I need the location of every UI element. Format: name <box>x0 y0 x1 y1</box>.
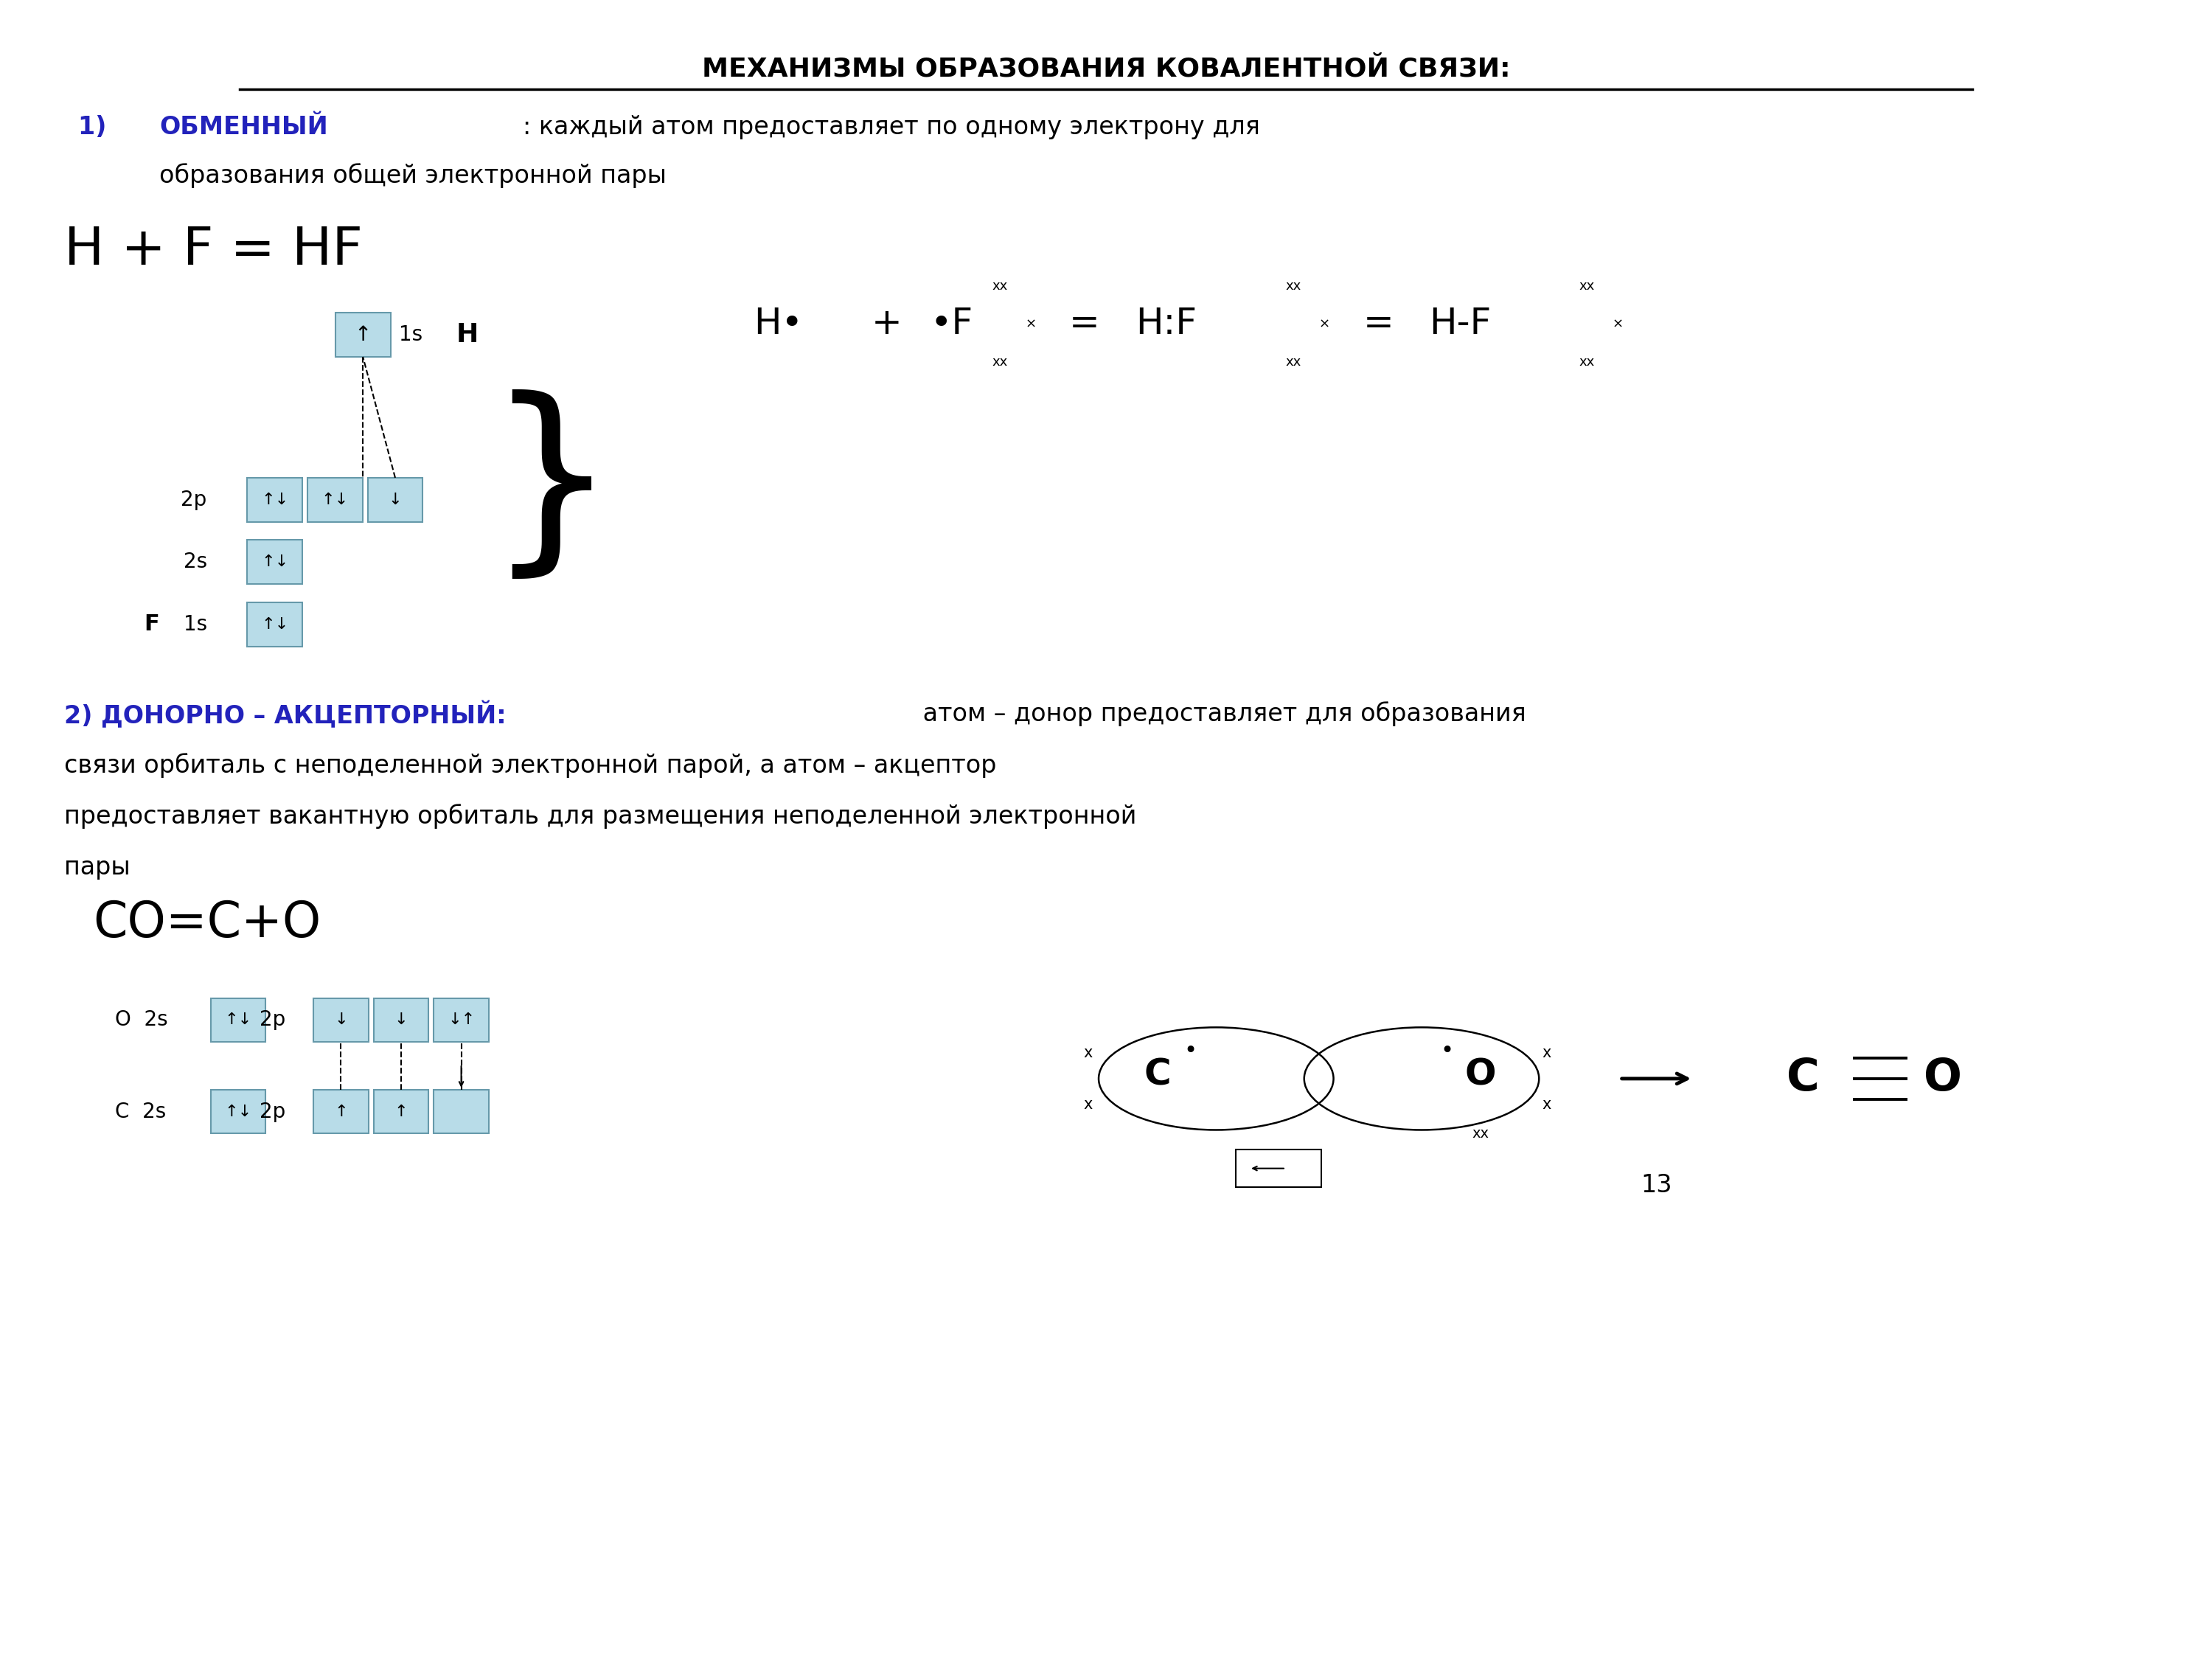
Text: x: x <box>1542 1097 1551 1112</box>
Text: x: x <box>1542 1045 1551 1060</box>
Text: : каждый атом предоставляет по одному электрону для: : каждый атом предоставляет по одному эл… <box>522 114 1261 139</box>
Text: H:F: H:F <box>1135 307 1197 342</box>
Text: xx: xx <box>1471 1126 1489 1141</box>
FancyBboxPatch shape <box>336 314 392 357</box>
Text: ↓: ↓ <box>334 1012 347 1027</box>
Text: 2p: 2p <box>181 489 208 509</box>
Text: F: F <box>144 614 159 635</box>
Text: ×: × <box>1613 317 1624 330</box>
Text: МЕХАНИЗМЫ ОБРАЗОВАНИЯ КОВАЛЕНТНОЙ СВЯЗИ:: МЕХАНИЗМЫ ОБРАЗОВАНИЯ КОВАЛЕНТНОЙ СВЯЗИ: <box>701 56 1511 81</box>
Text: 2p: 2p <box>259 1010 285 1030</box>
Text: 1s: 1s <box>184 614 208 635</box>
FancyBboxPatch shape <box>248 478 303 521</box>
Text: ↑↓: ↑↓ <box>261 617 288 632</box>
Text: ↓: ↓ <box>394 1012 407 1027</box>
Text: 2) ДОНОРНО – АКЦЕПТОРНЫЙ:: 2) ДОНОРНО – АКЦЕПТОРНЫЙ: <box>64 702 507 728</box>
FancyBboxPatch shape <box>434 1090 489 1133</box>
FancyBboxPatch shape <box>210 1090 265 1133</box>
Text: пары: пары <box>64 854 131 879</box>
Text: O  2s: O 2s <box>115 1010 168 1030</box>
FancyBboxPatch shape <box>307 478 363 521</box>
Text: xx: xx <box>1285 279 1301 292</box>
Text: C: C <box>1787 1057 1820 1100</box>
Text: xx: xx <box>1285 355 1301 368</box>
Text: •: • <box>1183 1040 1197 1062</box>
Text: +: + <box>872 307 902 342</box>
Text: предоставляет вакантную орбиталь для размещения неподеленной электронной: предоставляет вакантную орбиталь для раз… <box>64 805 1137 830</box>
FancyBboxPatch shape <box>248 602 303 647</box>
Text: 2s: 2s <box>184 552 208 572</box>
FancyBboxPatch shape <box>314 1090 369 1133</box>
FancyBboxPatch shape <box>248 541 303 584</box>
Text: связи орбиталь с неподеленной электронной парой, а атом – акцептор: связи орбиталь с неподеленной электронно… <box>64 753 995 778</box>
Text: •: • <box>1440 1040 1453 1062</box>
Text: •F: •F <box>929 307 973 342</box>
Text: C  2s: C 2s <box>115 1102 166 1121</box>
Text: xx: xx <box>991 355 1006 368</box>
Text: ↓: ↓ <box>389 493 403 508</box>
Text: ↑↓: ↑↓ <box>223 1012 252 1027</box>
Text: ↑: ↑ <box>334 1105 347 1118</box>
Text: x: x <box>1084 1097 1093 1112</box>
Text: ×: × <box>1026 317 1037 330</box>
Text: ↓↑: ↓↑ <box>447 1012 476 1027</box>
Text: xx: xx <box>991 279 1006 292</box>
Text: ↑↓: ↑↓ <box>261 554 288 569</box>
Text: H: H <box>456 322 478 347</box>
Text: CO=C+O: CO=C+O <box>93 899 321 947</box>
Text: ↑↓: ↑↓ <box>321 493 349 508</box>
Text: =: = <box>1363 307 1394 342</box>
Text: H + F = HF: H + F = HF <box>64 226 363 275</box>
Text: образования общей электронной пары: образования общей электронной пары <box>159 163 666 187</box>
Text: 1s: 1s <box>398 325 422 345</box>
Text: 1): 1) <box>77 114 124 139</box>
Text: ×: × <box>1318 317 1329 330</box>
Text: C: C <box>1144 1057 1170 1093</box>
FancyBboxPatch shape <box>314 999 369 1042</box>
Text: }: } <box>487 390 617 589</box>
FancyBboxPatch shape <box>374 1090 429 1133</box>
Text: xx: xx <box>1579 279 1595 292</box>
Text: 2p: 2p <box>259 1102 285 1121</box>
FancyBboxPatch shape <box>434 999 489 1042</box>
FancyBboxPatch shape <box>210 999 265 1042</box>
FancyBboxPatch shape <box>367 478 422 521</box>
Text: ОБМЕННЫЙ: ОБМЕННЫЙ <box>159 114 327 139</box>
FancyBboxPatch shape <box>374 999 429 1042</box>
Text: H-F: H-F <box>1429 307 1491 342</box>
Text: ↑↓: ↑↓ <box>223 1105 252 1118</box>
Text: xx: xx <box>1579 355 1595 368</box>
Text: ↑↓: ↑↓ <box>261 493 288 508</box>
Text: ↑: ↑ <box>354 325 372 345</box>
Text: x: x <box>1084 1045 1093 1060</box>
Text: O: O <box>1924 1057 1962 1100</box>
Text: ↑: ↑ <box>394 1105 407 1118</box>
Text: O: O <box>1464 1057 1495 1093</box>
Text: 13: 13 <box>1641 1173 1672 1198</box>
Text: H•: H• <box>754 307 803 342</box>
Text: =: = <box>1068 307 1099 342</box>
Text: атом – донор предоставляет для образования: атом – донор предоставляет для образован… <box>916 702 1526 727</box>
